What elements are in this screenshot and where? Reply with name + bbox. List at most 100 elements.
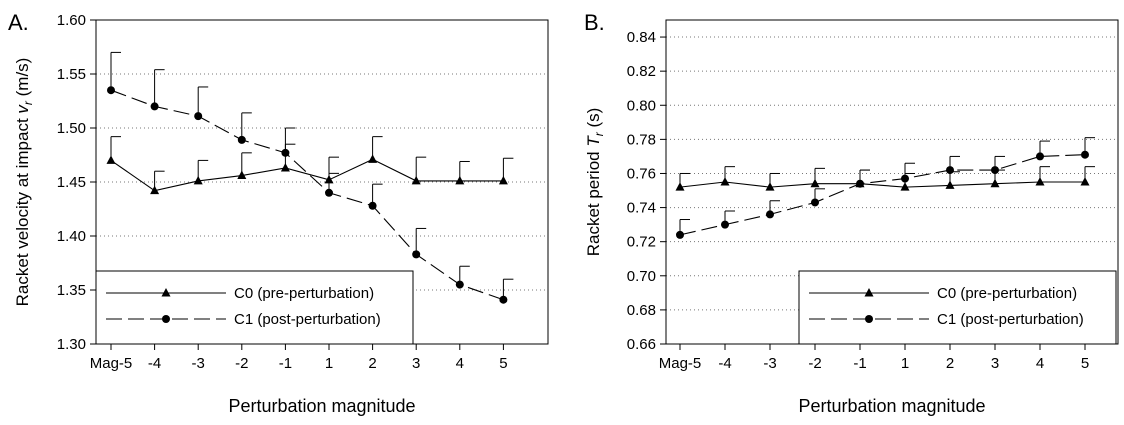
series-line: [679, 154, 1086, 236]
data-point-circle: [991, 166, 999, 175]
data-point-circle: [150, 102, 159, 111]
data-point-triangle: [900, 182, 910, 191]
y-tick-label: 1.35: [57, 282, 86, 299]
y-tick-label: 0.82: [627, 63, 656, 80]
x-tick-label: -3: [192, 355, 205, 372]
x-tick-label: -3: [763, 355, 776, 372]
data-point-triangle: [455, 175, 465, 185]
x-tick-label: Mag-5: [659, 355, 702, 372]
data-point-triangle: [237, 170, 247, 180]
data-point-circle: [281, 148, 290, 157]
data-point-triangle: [675, 182, 685, 191]
data-point-triangle: [280, 162, 290, 172]
x-tick-label: 5: [499, 355, 507, 372]
x-tick-label: -2: [808, 355, 821, 372]
data-point-circle: [412, 250, 421, 259]
data-point-circle: [676, 230, 684, 239]
x-tick-label: -1: [853, 355, 866, 372]
y-tick-label: 0.68: [627, 302, 656, 319]
series-triangle: [106, 127, 514, 195]
data-point-circle: [237, 135, 246, 144]
x-tick-label: -1: [279, 355, 292, 372]
x-tick-label: 3: [412, 355, 420, 372]
data-point-circle: [1081, 150, 1089, 159]
x-tick-label: 2: [946, 355, 954, 372]
legend-label: C1 (post-perturbation): [234, 311, 381, 328]
data-point-circle: [946, 166, 954, 175]
data-point-triangle: [810, 178, 820, 188]
y-axis-title-variable: T: [584, 135, 603, 147]
x-tick-label: -4: [148, 355, 161, 372]
data-point-circle: [368, 201, 377, 210]
legend-label: C0 (pre-perturbation): [234, 285, 374, 302]
y-axis-title-text: Racket velocity at impact: [13, 114, 32, 307]
legend: C0 (pre-perturbation) C1 (post-perturbati…: [798, 270, 1117, 345]
x-tick-label: 5: [1081, 355, 1089, 372]
x-tick-label: -2: [235, 355, 248, 372]
panel-label: B.: [584, 10, 605, 35]
y-axis-title-subscript: r: [21, 100, 35, 105]
series-line: [110, 89, 504, 301]
data-point-circle: [455, 280, 464, 289]
y-axis-title-unit: (m/s): [13, 58, 32, 101]
y-tick-label: 0.66: [627, 336, 656, 353]
data-point-circle: [811, 198, 819, 207]
y-tick-label: 1.45: [57, 174, 86, 191]
legend-marker-circle: [865, 315, 873, 323]
x-tick-label: 4: [456, 355, 464, 372]
y-tick-label: 0.76: [627, 165, 656, 182]
x-tick-label: 1: [901, 355, 909, 372]
data-point-triangle: [193, 175, 203, 185]
y-tick-label: 0.78: [627, 131, 656, 148]
legend-marker-triangle: [161, 288, 171, 297]
legend-label: C0 (pre-perturbation): [937, 285, 1077, 302]
y-tick-label: 0.70: [627, 268, 656, 285]
data-point-circle: [107, 86, 115, 95]
series-circle: [107, 51, 514, 304]
x-tick-label: -4: [718, 355, 731, 372]
data-point-triangle: [990, 178, 1000, 188]
data-point-triangle: [765, 182, 775, 191]
data-point-circle: [766, 210, 774, 219]
y-tick-label: 0.84: [627, 29, 656, 46]
data-point-circle: [1036, 152, 1044, 161]
data-point-triangle: [1035, 177, 1045, 186]
y-tick-label: 0.72: [627, 234, 656, 251]
y-axis-title-variable: v: [13, 104, 32, 114]
data-point-circle: [499, 295, 508, 304]
legend-box: [798, 270, 1117, 345]
y-tick-label: 1.40: [57, 228, 86, 245]
chart-panel-b: B. 0.66 0.68 0.70 0.72 0.74 0.76 0.78 0.80 0.82 0.…: [584, 10, 1119, 416]
series-triangle: [675, 166, 1095, 191]
data-point-triangle: [498, 175, 508, 185]
data-point-triangle: [720, 177, 730, 186]
y-tick-label: 1.30: [57, 336, 86, 353]
chart-panel-a: A. 1.30 1.35 1.40 1.45 1.50 1.55 1.60 Mag-5 -4 -3 -…: [8, 10, 549, 416]
data-point-circle: [856, 179, 864, 188]
legend-label: C1 (post-perturbation): [937, 311, 1084, 328]
data-point-triangle: [368, 154, 378, 163]
y-axis-title-subscript: r: [592, 131, 606, 136]
data-point-triangle: [150, 185, 160, 195]
y-axis-title: Racket period Tr (s): [584, 108, 606, 257]
y-tick-label: 1.55: [57, 66, 86, 83]
legend-box: [95, 270, 414, 345]
series-circle: [676, 137, 1095, 239]
panel-label: A.: [8, 10, 29, 35]
y-tick-label: 1.50: [57, 120, 86, 137]
data-point-circle: [194, 112, 203, 121]
data-point-triangle: [411, 175, 421, 185]
x-axis-title: Perturbation magnitude: [798, 396, 985, 416]
data-point-circle: [721, 220, 729, 229]
x-tick-label: 3: [991, 355, 999, 372]
x-axis-title: Perturbation magnitude: [228, 396, 415, 416]
x-tick-label: 2: [368, 355, 376, 372]
y-tick-label: 0.74: [627, 200, 656, 217]
data-point-triangle: [106, 155, 116, 164]
y-tick-label: 1.60: [57, 12, 86, 29]
y-axis-title-text: Racket period: [584, 147, 603, 257]
legend-marker-triangle: [864, 288, 874, 297]
data-point-circle: [901, 174, 909, 183]
legend-marker-circle: [162, 315, 170, 323]
